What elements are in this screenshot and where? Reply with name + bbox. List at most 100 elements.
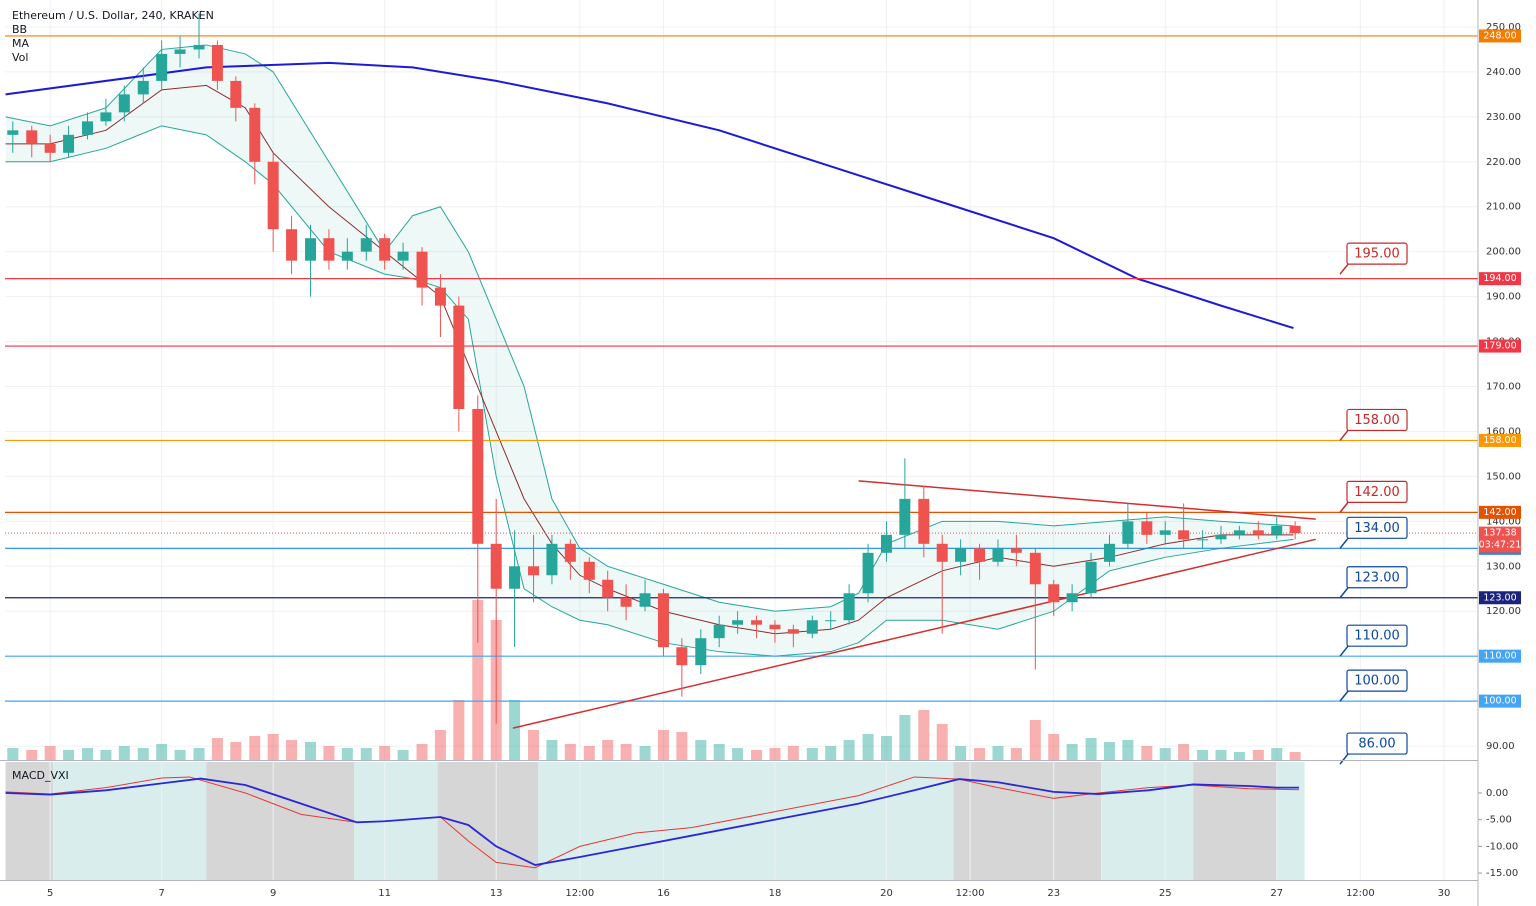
current-price-label: 137.38 bbox=[1483, 528, 1516, 539]
macd-title: MACD_VXI bbox=[12, 769, 69, 782]
callout-pointer bbox=[1339, 501, 1349, 513]
candle-body bbox=[100, 112, 112, 122]
volume-bar bbox=[751, 750, 763, 760]
candle-body bbox=[1141, 521, 1153, 535]
volume-bar bbox=[82, 748, 94, 760]
volume-bar bbox=[769, 748, 781, 760]
volume-bar bbox=[639, 746, 651, 760]
callout-label: 123.00 bbox=[1354, 570, 1400, 585]
callout-box bbox=[1346, 566, 1408, 589]
volume-bar bbox=[1010, 748, 1022, 760]
callout-pointer bbox=[1339, 587, 1349, 599]
y-tick-label: 170.00 bbox=[1486, 382, 1521, 393]
macd-zone bbox=[206, 762, 355, 880]
x-tick-label: 30 bbox=[1438, 888, 1451, 899]
candle-body bbox=[472, 408, 484, 544]
candle-body bbox=[936, 543, 948, 562]
candle-body bbox=[676, 647, 688, 666]
volume-bar bbox=[1289, 752, 1301, 760]
volume-bar bbox=[1178, 744, 1190, 760]
y-tick-label: 120.00 bbox=[1486, 606, 1521, 617]
y-tick-label: 200.00 bbox=[1486, 247, 1521, 258]
price-label-box bbox=[1479, 29, 1521, 43]
candle-body bbox=[880, 534, 892, 553]
x-tick-label: 9 bbox=[270, 888, 276, 899]
volume-bar bbox=[1252, 750, 1264, 760]
candle-body bbox=[305, 238, 317, 261]
volume-bar bbox=[974, 748, 986, 760]
candle-body bbox=[193, 44, 205, 50]
volume-bar bbox=[583, 746, 595, 760]
callout-label: 134.00 bbox=[1354, 521, 1400, 536]
volume-bar bbox=[1048, 734, 1060, 760]
x-tick-label: 12:00 bbox=[956, 888, 985, 899]
callout-pointer bbox=[1339, 753, 1349, 765]
candle-body bbox=[509, 566, 521, 589]
callout-label: 142.00 bbox=[1354, 485, 1400, 500]
bb-fill bbox=[5, 44, 1294, 657]
x-tick-label: 25 bbox=[1159, 888, 1172, 899]
candle-body bbox=[620, 597, 632, 607]
callout-label: 195.00 bbox=[1354, 247, 1400, 262]
volume-bar bbox=[341, 748, 353, 760]
candle-body bbox=[732, 620, 744, 625]
y-tick-label: 130.00 bbox=[1486, 561, 1521, 572]
x-tick-label: 20 bbox=[880, 888, 893, 899]
volume-bar bbox=[434, 730, 446, 760]
candle-body bbox=[1159, 530, 1171, 535]
volume-bar bbox=[1066, 744, 1078, 760]
price-label: 110.00 bbox=[1483, 651, 1516, 662]
callout-pointer bbox=[1339, 645, 1349, 657]
price-label-box bbox=[1479, 339, 1521, 353]
candle-body bbox=[787, 629, 799, 634]
volume-bar bbox=[1085, 738, 1097, 760]
candle-body bbox=[1048, 584, 1060, 603]
candle-body bbox=[1197, 539, 1209, 541]
price-label-box bbox=[1479, 272, 1521, 286]
volume-bar bbox=[732, 748, 744, 760]
volume-bar bbox=[323, 746, 335, 760]
callout-pointer bbox=[1339, 537, 1349, 549]
current-price-box bbox=[1479, 526, 1521, 553]
candle-body bbox=[1178, 530, 1190, 540]
x-tick-label: 5 bbox=[47, 888, 53, 899]
volume-bar bbox=[472, 600, 484, 760]
volume-bar bbox=[156, 744, 168, 760]
macd-zone bbox=[1101, 762, 1194, 880]
candle-body bbox=[341, 251, 353, 261]
macd-zone bbox=[1276, 762, 1305, 880]
x-tick-label: 27 bbox=[1270, 888, 1283, 899]
volume-bar bbox=[211, 738, 223, 760]
x-tick-label: 12:00 bbox=[1346, 888, 1375, 899]
callout-box bbox=[1346, 408, 1408, 432]
volume-bar bbox=[676, 732, 688, 760]
candle-body bbox=[286, 229, 298, 261]
volume-bar bbox=[546, 740, 558, 760]
volume-bar bbox=[862, 734, 874, 760]
candle-body bbox=[1252, 530, 1264, 535]
volume-bar bbox=[1141, 746, 1153, 760]
x-tick-label: 16 bbox=[657, 888, 670, 899]
volume-bar bbox=[955, 746, 967, 760]
callout-box bbox=[1346, 516, 1408, 539]
volume-bar bbox=[620, 744, 632, 760]
volume-bar bbox=[305, 742, 317, 760]
volume-bar bbox=[936, 724, 948, 760]
price-label-box bbox=[1479, 694, 1521, 708]
x-tick-label: 13 bbox=[490, 888, 503, 899]
trendline bbox=[512, 538, 1316, 729]
callout-label: 158.00 bbox=[1354, 413, 1400, 428]
volume-bar bbox=[657, 730, 669, 760]
volume-bar bbox=[825, 746, 837, 760]
candle-body bbox=[379, 238, 391, 261]
y-tick-label: 240.00 bbox=[1486, 67, 1521, 78]
candle-body bbox=[416, 251, 428, 288]
y-tick-label: 140.00 bbox=[1486, 516, 1521, 527]
volume-bar bbox=[267, 734, 279, 760]
volume-bar bbox=[899, 715, 911, 760]
candle-body bbox=[1289, 525, 1301, 534]
macd-tick-label: 0.00 bbox=[1486, 788, 1508, 799]
y-tick-label: 90.00 bbox=[1486, 741, 1515, 752]
candle-body bbox=[82, 121, 94, 135]
y-tick-label: 210.00 bbox=[1486, 202, 1521, 213]
